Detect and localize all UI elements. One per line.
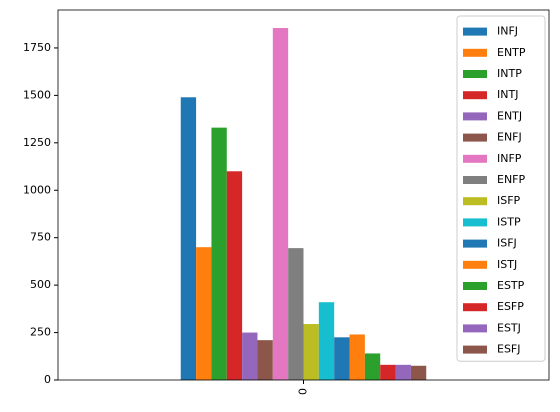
legend-swatch — [463, 27, 487, 36]
legend-swatch — [463, 176, 487, 184]
legend-swatch — [463, 345, 487, 354]
legend-box — [456, 15, 546, 362]
legend-label: ENTJ — [497, 109, 522, 122]
legend-label: INFP — [497, 152, 522, 165]
legend-swatch — [463, 91, 487, 100]
bar — [303, 324, 319, 380]
legend-label: ESFJ — [497, 343, 521, 356]
bar — [395, 364, 411, 380]
bar — [196, 247, 212, 380]
y-tick-label: 1000 — [23, 183, 51, 196]
legend-swatch — [463, 303, 487, 312]
y-tick-label: 250 — [30, 326, 51, 339]
legend: INFJ ENTP INTP INTJ ENTJ ENFJ INFP ENFP ISFP ISTP… — [456, 15, 546, 362]
bar — [180, 97, 197, 381]
legend-swatch — [463, 324, 487, 333]
y-tick-label: 1750 — [23, 41, 51, 54]
legend-swatch — [463, 133, 487, 142]
bar — [410, 365, 427, 380]
bar — [364, 353, 381, 380]
legend-label: ESTJ — [497, 321, 521, 334]
legend-label: INTP — [497, 67, 522, 80]
x-tick-label: 0 — [297, 388, 310, 395]
legend-swatch — [463, 112, 487, 121]
y-tick-label: 0 — [44, 373, 51, 386]
legend-swatch — [463, 260, 487, 269]
legend-label: ESTP — [497, 279, 525, 292]
bar — [334, 337, 350, 380]
y-tick-label: 500 — [30, 278, 51, 291]
legend-swatch — [463, 282, 487, 290]
legend-label: ISFJ — [497, 237, 517, 250]
legend-swatch — [463, 239, 487, 248]
legend-label: ESFP — [497, 300, 524, 313]
legend-swatch — [463, 48, 487, 57]
legend-label: ENTP — [497, 46, 526, 59]
legend-swatch — [463, 70, 487, 78]
legend-swatch — [463, 218, 487, 227]
bar — [242, 332, 258, 380]
legend-label: ISTJ — [497, 258, 517, 271]
bar — [349, 334, 365, 380]
legend-label: ENFP — [497, 173, 526, 186]
bar — [272, 28, 289, 381]
bar — [257, 340, 273, 380]
legend-label: ISFP — [497, 194, 521, 207]
legend-label: INFJ — [497, 25, 518, 38]
legend-label: ISTP — [497, 215, 521, 228]
bar — [211, 127, 227, 381]
y-tick-label: 1250 — [23, 136, 51, 149]
legend-swatch — [463, 197, 487, 206]
y-tick-label: 750 — [30, 231, 51, 244]
legend-label: ENFJ — [497, 131, 522, 144]
bar — [318, 302, 335, 380]
legend-swatch — [463, 154, 487, 163]
y-tick-label: 1500 — [23, 88, 51, 101]
bar — [288, 248, 304, 380]
bar — [380, 364, 396, 380]
legend-label: INTJ — [497, 88, 518, 101]
bar — [226, 171, 243, 380]
plot-frame — [57, 9, 550, 381]
